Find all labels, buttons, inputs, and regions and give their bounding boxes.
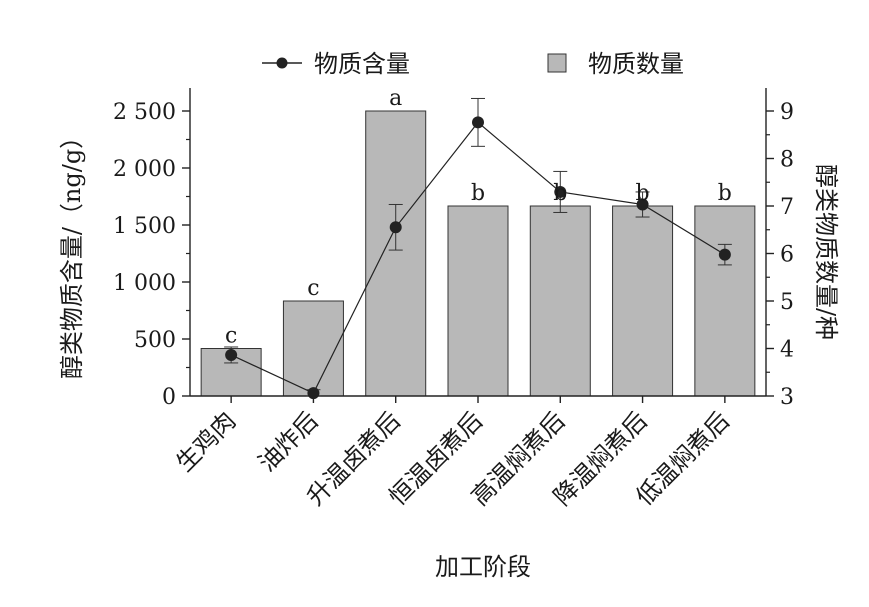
right-tick-label: 9	[780, 100, 794, 125]
bar	[529, 205, 591, 397]
category-label: 生鸡肉	[171, 406, 242, 477]
bar	[612, 205, 674, 397]
data-point	[554, 185, 567, 198]
line-layer	[224, 97, 732, 400]
data-point	[472, 116, 484, 129]
bar	[447, 205, 509, 397]
data-point	[389, 221, 402, 234]
category-label: 油炸后	[253, 406, 324, 477]
x-axis-title: 加工阶段	[435, 553, 531, 581]
left-tick-label: 1 000	[113, 271, 176, 296]
significance-letter: b	[553, 181, 567, 206]
legend-line-label: 物质含量	[314, 50, 410, 78]
data-point	[636, 198, 649, 211]
significance-letter: b	[718, 181, 732, 206]
bar	[282, 300, 344, 397]
bar	[365, 110, 427, 397]
legend: 物质含量 物质数量	[262, 50, 684, 78]
legend-bar-label: 物质数量	[588, 50, 684, 78]
significance-letter: b	[471, 181, 485, 206]
significance-letter: b	[636, 181, 650, 206]
bar	[694, 205, 756, 397]
right-tick-label: 7	[780, 195, 794, 220]
right-tick-label: 5	[780, 290, 794, 315]
left-tick-label: 500	[134, 328, 176, 353]
right-tick-label: 6	[780, 243, 794, 268]
significance-letter: c	[307, 276, 319, 301]
data-point	[718, 248, 731, 261]
legend-bar-swatch	[547, 53, 567, 73]
right-tick-label: 3	[780, 385, 794, 410]
left-tick-label: 1 500	[113, 214, 176, 239]
legend-point-swatch	[276, 57, 288, 69]
right-tick-label: 8	[780, 148, 794, 173]
right-axis-title: 醇类物质数量/种	[812, 164, 840, 340]
significance-letter: c	[225, 324, 237, 349]
left-tick-label: 0	[162, 385, 176, 410]
left-tick-label: 2 000	[113, 157, 176, 182]
right-tick-label: 4	[780, 338, 794, 363]
bars-layer	[200, 110, 756, 397]
left-axis-title: 醇类物质含量/（ng/g）	[58, 125, 86, 379]
significance-letter: a	[389, 86, 402, 111]
axes-layer	[182, 88, 774, 403]
data-point	[307, 387, 320, 400]
data-point	[225, 348, 238, 361]
left-tick-label: 2 500	[113, 100, 176, 125]
